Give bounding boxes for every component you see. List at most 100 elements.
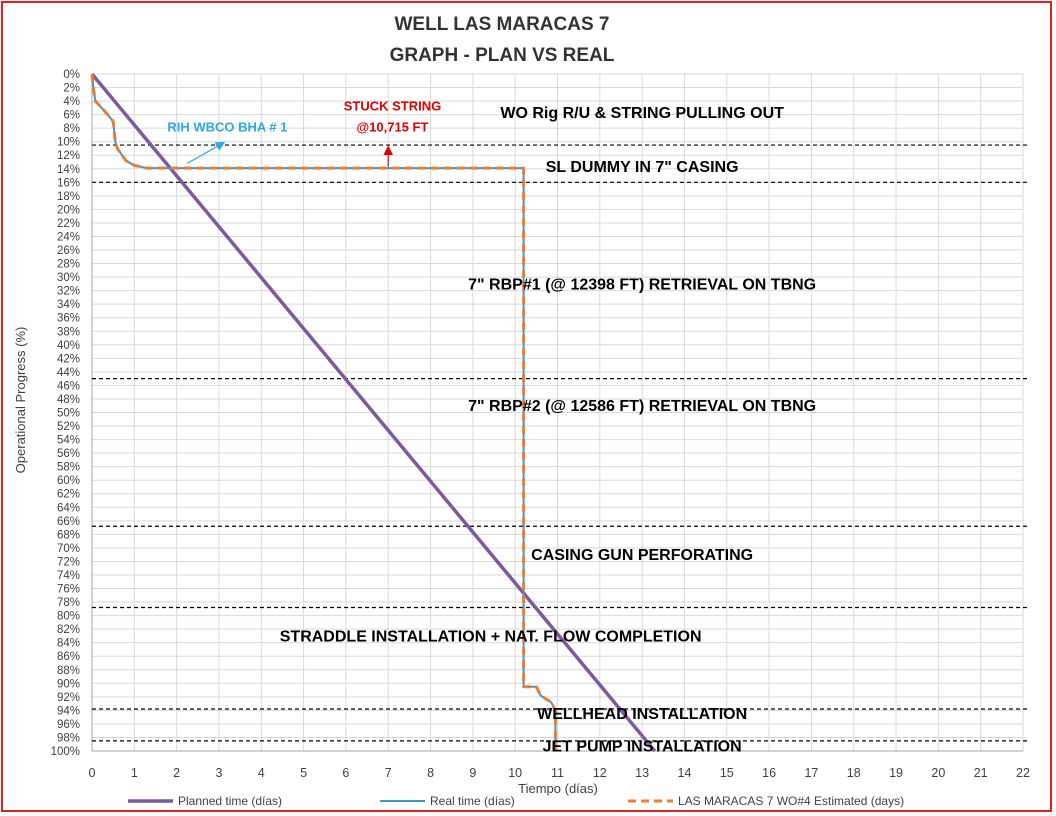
y-tick-label: 92% [57,692,80,704]
y-tick-label: 40% [57,340,80,352]
y-tick-label: 90% [57,678,80,690]
y-tick-label: 46% [57,380,80,392]
chart-title-line-1: WELL LAS MARACAS 7 [395,14,610,35]
y-tick-label: 28% [57,259,80,271]
y-tick-label: 0% [63,69,80,81]
y-tick-label: 68% [57,529,80,541]
y-tick-label: 100% [51,746,80,758]
y-tick-label: 24% [57,231,80,243]
phase-label: CASING GUN PERFORATING [531,547,753,564]
y-tick-label: 54% [57,435,80,447]
y-tick-label: 76% [57,584,80,596]
y-tick-label: 74% [57,570,80,582]
y-tick-label: 2% [63,83,80,95]
x-tick-label: 0 [89,766,96,780]
x-tick-label: 17 [804,766,818,780]
y-tick-label: 6% [63,110,80,122]
y-tick-label: 26% [57,245,80,257]
y-tick-label: 78% [57,597,80,609]
y-tick-label: 80% [57,611,80,623]
legend: Planned time (días) Real time (días) LAS M… [128,794,904,808]
y-tick-label: 72% [57,556,80,568]
y-tick-label: 4% [63,96,80,108]
y-tick-label: 64% [57,502,80,514]
y-tick-label: 30% [57,272,80,284]
y-tick-label: 42% [57,353,80,365]
y-tick-label: 70% [57,543,80,555]
y-tick-label: 20% [57,204,80,216]
y-tick-label: 18% [57,191,80,203]
y-tick-label: 98% [57,732,80,744]
x-tick-label: 3 [215,766,222,780]
x-axis-ticks: 0 1 2 3 4 5 6 7 8 9 10 11 12 13 14 15 16 17 18 19 20 21 22 [89,766,1030,780]
phase-label: 7" RBP#2 (@ 12586 FT) RETRIEVAL ON TBNG [468,398,816,415]
x-tick-label: 4 [258,766,265,780]
x-tick-label: 20 [931,766,945,780]
phase-label: STRADDLE INSTALLATION + NAT. FLOW COMPLE… [280,628,702,645]
x-axis-label: Tiempo (días) [518,781,598,796]
x-tick-label: 1 [131,766,138,780]
x-tick-label: 10 [508,766,522,780]
annotations: RIH WBCO BHA # 1 STUCK STRING @10,715 FT [167,99,441,167]
y-tick-label: 56% [57,448,80,460]
phase-label: WO Rig R/U & STRING PULLING OUT [500,105,784,122]
y-tick-label: 38% [57,326,80,338]
legend-label: Real time (días) [430,794,515,808]
x-tick-label: 5 [300,766,307,780]
phase-labels: WO Rig R/U & STRING PULLING OUT SL DUMMY … [280,105,816,756]
legend-label: Planned time (días) [178,794,282,808]
y-tick-label: 32% [57,286,80,298]
annotation-label: STUCK STRING [344,99,442,114]
y-tick-label: 14% [57,164,80,176]
y-tick-label: 86% [57,651,80,663]
x-tick-label: 8 [427,766,434,780]
annotation-label: RIH WBCO BHA # 1 [167,120,287,135]
y-tick-label: 48% [57,394,80,406]
x-tick-label: 16 [762,766,776,780]
y-tick-label: 58% [57,462,80,474]
x-tick-label: 18 [847,766,861,780]
y-tick-label: 66% [57,516,80,528]
x-tick-label: 2 [173,766,180,780]
x-tick-label: 21 [974,766,988,780]
y-tick-label: 10% [57,137,80,149]
phase-label: SL DUMMY IN 7" CASING [546,159,739,176]
chart-title-line-2: GRAPH - PLAN VS REAL [390,45,615,66]
y-tick-label: 82% [57,624,80,636]
x-tick-label: 19 [889,766,903,780]
series-lines [90,72,657,753]
series-line-1 [91,73,557,751]
annotation-label: @10,715 FT [356,120,428,135]
y-tick-label: 60% [57,475,80,487]
x-tick-label: 11 [551,766,564,780]
y-tick-label: 34% [57,299,80,311]
y-tick-label: 94% [57,705,80,717]
y-tick-label: 16% [57,177,80,189]
y-tick-label: 88% [57,665,80,677]
y-tick-label: 52% [57,421,80,433]
y-tick-label: 36% [57,313,80,325]
y-tick-label: 50% [57,408,80,420]
x-tick-label: 12 [593,766,607,780]
phase-boundaries [92,144,1027,742]
x-tick-label: 13 [635,766,649,780]
x-tick-label: 15 [720,766,734,780]
phase-label: WELLHEAD INSTALLATION [537,706,747,723]
phase-label: 7" RBP#1 (@ 12398 FT) RETRIEVAL ON TBNG [468,276,816,293]
y-axis-ticks: 0% 2%4% 6%8% 10%12% 14%16% 18%20% 22%24% 26% 28%… [51,69,80,758]
annotation-arrow [186,141,226,164]
y-tick-label: 8% [63,123,80,135]
phase-label: JET PUMP INSTALLATION [543,739,742,756]
x-tick-label: 14 [678,766,692,780]
y-tick-label: 84% [57,638,80,650]
y-tick-label: 44% [57,367,80,379]
y-tick-label: 62% [57,489,80,501]
x-tick-label: 9 [469,766,476,780]
x-tick-label: 7 [385,766,392,780]
y-tick-label: 12% [57,150,80,162]
y-tick-label: 96% [57,719,80,731]
grid-lines [91,73,1024,752]
y-axis-label: Operational Progress (%) [13,327,28,474]
